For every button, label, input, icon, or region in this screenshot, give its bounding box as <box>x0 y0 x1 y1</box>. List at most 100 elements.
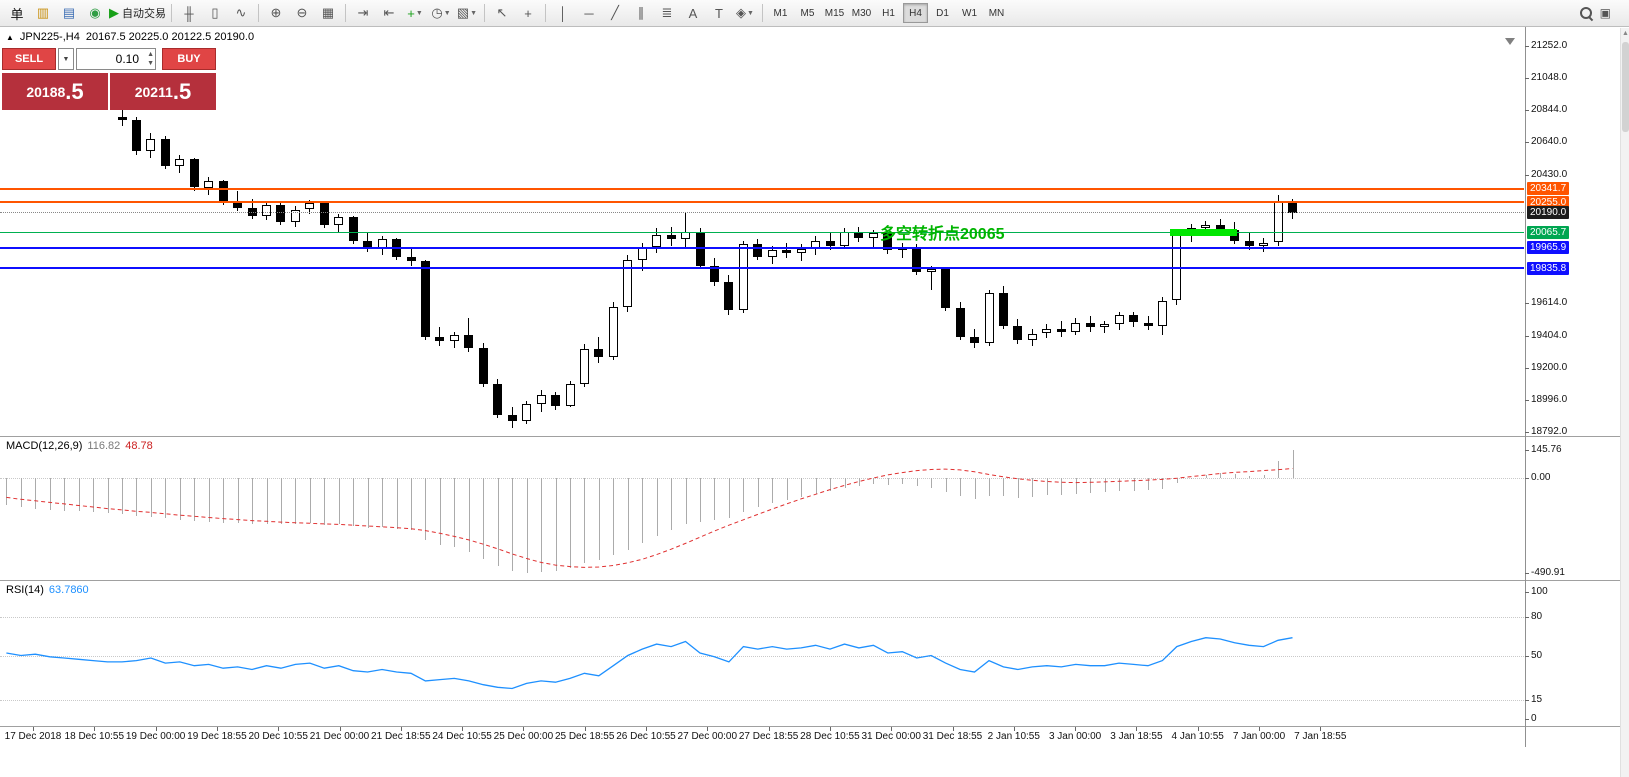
spin-down-icon[interactable]: ▼ <box>147 60 154 67</box>
candle <box>608 306 618 357</box>
candle <box>1129 314 1138 323</box>
new-chart-button[interactable]: + ▼ <box>403 2 427 24</box>
trendline-icon[interactable]: ╱ <box>603 2 627 24</box>
periods-dropdown[interactable]: ◷ ▼ <box>429 2 453 24</box>
horizontal-line-object[interactable] <box>0 201 1524 204</box>
bar-chart-icon: ╫ <box>184 5 194 21</box>
zoom-in-icon[interactable]: ⊕ <box>264 2 288 24</box>
chart-annotation-text[interactable]: 多空转折点20065 <box>880 226 1005 243</box>
axis-tickmark <box>1525 655 1529 657</box>
candle <box>984 292 994 343</box>
sell-price-display[interactable]: 20188.5 <box>2 73 108 110</box>
channel-icon[interactable]: ∥ <box>629 2 653 24</box>
time-tick-label: 7 Jan 00:00 <box>1232 731 1286 742</box>
buy-price-display[interactable]: 20211.5 <box>110 73 216 110</box>
macd-bar <box>656 478 658 537</box>
time-tickmark <box>584 727 586 731</box>
vertical-line-icon[interactable]: │ <box>551 2 575 24</box>
candle <box>406 256 416 262</box>
candlestick-chart-icon: ▯ <box>211 5 219 20</box>
time-tickmark <box>1075 727 1077 731</box>
macd-bar <box>49 478 51 510</box>
macd-bar <box>78 478 80 511</box>
timeframe-m5-button[interactable]: M5 <box>800 7 815 19</box>
horizontal-line-object[interactable] <box>0 231 1524 233</box>
candle <box>262 204 271 216</box>
tile-windows-icon[interactable]: ▦ <box>316 2 340 24</box>
macd-bar <box>815 478 817 494</box>
scrollbar-thumb[interactable] <box>1622 42 1629 132</box>
channel-icon: ∥ <box>637 5 645 20</box>
timeframe-m15-button[interactable]: M15 <box>824 7 845 19</box>
horizontal-line-icon[interactable]: ─ <box>577 2 601 24</box>
chart-shift-marker-icon[interactable] <box>1505 38 1515 45</box>
timeframe-m30-button[interactable]: M30 <box>851 7 872 19</box>
highlight-segment[interactable] <box>1170 229 1237 236</box>
price-tick-label: 19614.0 <box>1531 297 1568 308</box>
timeframe-w1-button[interactable]: W1 <box>962 7 977 19</box>
time-tick-label: 3 Jan 00:00 <box>1048 731 1102 742</box>
market-watch-icon[interactable]: ▤ <box>57 2 81 24</box>
tile-windows-icon: ▦ <box>321 5 335 20</box>
macd-bar <box>497 478 499 567</box>
order-type-dropdown[interactable]: ▼ <box>58 48 74 70</box>
macd-bar <box>685 478 687 525</box>
new-order-button[interactable]: 单 <box>5 2 29 24</box>
time-tickmark <box>33 727 34 731</box>
buy-button[interactable]: BUY <box>162 48 216 70</box>
timeframe-m1-button[interactable]: M1 <box>773 7 788 19</box>
timeframe-d1-button[interactable]: D1 <box>936 7 949 19</box>
horizontal-line-object[interactable] <box>0 187 1524 190</box>
macd-bar <box>194 478 196 521</box>
bar-chart-icon[interactable]: ╫ <box>177 2 201 24</box>
rsi-level-line <box>0 655 1524 657</box>
macd-bar <box>454 478 456 547</box>
indicators-dropdown[interactable]: ▧ ▼ <box>455 2 479 24</box>
panel-splitter[interactable] <box>0 580 1629 581</box>
sell-button[interactable]: SELL <box>2 48 56 70</box>
timeframe-mn-button[interactable]: MN <box>988 7 1005 19</box>
axis-tickmark <box>1525 449 1529 451</box>
candle <box>1114 314 1124 324</box>
cursor-icon[interactable]: ↖ <box>490 2 514 24</box>
volume-spinner[interactable]: ▲ ▼ <box>147 50 154 68</box>
profiles-icon[interactable]: ▥ <box>31 2 55 24</box>
macd-bar <box>1046 478 1048 496</box>
fibonacci-icon[interactable]: ≣ <box>655 2 679 24</box>
axis-tickmark <box>1525 719 1529 720</box>
navigator-icon[interactable]: ◉ <box>83 2 107 24</box>
timeframe-h1-button[interactable]: H1 <box>882 7 895 19</box>
macd-bar <box>338 478 340 525</box>
candlestick-chart-icon[interactable]: ▯ <box>203 2 227 24</box>
windows-icon[interactable]: ▣ <box>1599 6 1611 20</box>
text-icon[interactable]: A <box>681 2 705 24</box>
arrows-dropdown[interactable]: ◈ ▼ <box>733 2 757 24</box>
zoom-out-icon[interactable]: ⊖ <box>290 2 314 24</box>
macd-bar <box>627 478 629 550</box>
candle <box>1215 225 1225 230</box>
panel-splitter <box>0 726 1629 727</box>
line-chart-icon[interactable]: ∿ <box>229 2 253 24</box>
horizontal-line-object[interactable] <box>0 246 1524 249</box>
horizontal-line-object[interactable] <box>0 267 1524 270</box>
search-icon[interactable] <box>1578 5 1594 21</box>
rsi-tick-label: 15 <box>1531 694 1543 705</box>
vertical-scrollbar[interactable]: ▲ <box>1620 28 1629 777</box>
time-tickmark <box>1197 727 1199 731</box>
text-label-icon[interactable]: T <box>707 2 731 24</box>
macd-bar <box>266 478 268 524</box>
chart-shift-icon[interactable]: ⇤ <box>377 2 401 24</box>
candle <box>912 247 922 273</box>
spin-up-icon[interactable]: ▲ <box>147 51 154 58</box>
panel-splitter[interactable] <box>0 436 1629 437</box>
zoom-out-icon: ⊖ <box>296 5 308 20</box>
crosshair-icon[interactable]: + <box>516 2 540 24</box>
volume-input[interactable]: 0.10 ▲ ▼ <box>76 48 156 70</box>
autotrade-button[interactable]: ▶ 自动交易 <box>109 2 166 24</box>
macd-bar <box>367 478 369 528</box>
macd-bar <box>1017 478 1019 498</box>
timeframe-h4-button[interactable]: H4 <box>903 3 928 23</box>
auto-scroll-icon[interactable]: ⇥ <box>351 2 375 24</box>
scroll-up-icon[interactable]: ▲ <box>1622 30 1629 37</box>
